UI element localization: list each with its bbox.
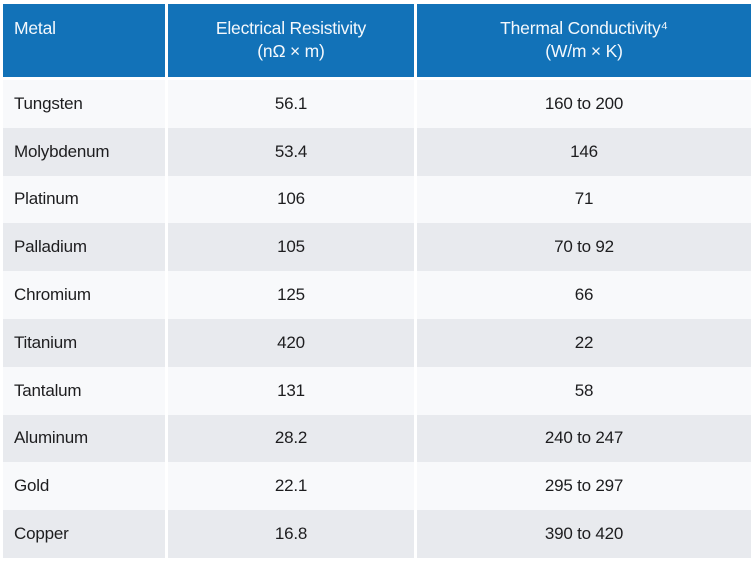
table-header-row: Metal Electrical Resistivity (nΩ × m) Th…: [3, 4, 751, 77]
metal-cell: Gold: [3, 462, 165, 511]
resistivity-cell: 420: [168, 318, 414, 367]
column-header-electrical-resistivity: Electrical Resistivity (nΩ × m): [168, 4, 414, 77]
conductivity-cell: 295 to 297: [417, 462, 751, 511]
table-row: Tungsten 56.1 160 to 200: [3, 80, 751, 128]
column-header-resistivity-unit: (nΩ × m): [257, 41, 325, 61]
resistivity-cell: 16.8: [168, 510, 414, 558]
metal-cell: Palladium: [3, 223, 165, 272]
resistivity-cell: 131: [168, 366, 414, 415]
table-row: Molybdenum 53.4 146: [3, 127, 751, 176]
metal-cell: Titanium: [3, 318, 165, 367]
resistivity-cell: 106: [168, 175, 414, 224]
conductivity-cell: 71: [417, 175, 751, 224]
conductivity-cell: 58: [417, 366, 751, 415]
table-row: Gold 22.1 295 to 297: [3, 462, 751, 511]
metal-cell: Platinum: [3, 175, 165, 224]
conductivity-cell: 390 to 420: [417, 510, 751, 558]
column-header-metal: Metal: [3, 4, 165, 77]
metal-cell: Aluminum: [3, 414, 165, 463]
metal-cell: Tantalum: [3, 366, 165, 415]
conductivity-cell: 70 to 92: [417, 223, 751, 272]
column-header-resistivity-label: Electrical Resistivity: [215, 18, 367, 38]
table-row: Copper 16.8 390 to 420: [3, 510, 751, 558]
table-row: Palladium 105 70 to 92: [3, 223, 751, 272]
table-row: Aluminum 28.2 240 to 247: [3, 414, 751, 463]
metal-cell: Molybdenum: [3, 127, 165, 176]
resistivity-cell: 125: [168, 271, 414, 319]
table-row: Chromium 125 66: [3, 271, 751, 319]
conductivity-cell: 66: [417, 271, 751, 319]
conductivity-cell: 146: [417, 127, 751, 176]
table-row: Tantalum 131 58: [3, 366, 751, 415]
resistivity-cell: 28.2: [168, 414, 414, 463]
column-header-metal-label: Metal: [14, 18, 56, 38]
metal-cell: Copper: [3, 510, 165, 558]
conductivity-cell: 160 to 200: [417, 80, 751, 128]
resistivity-cell: 53.4: [168, 127, 414, 176]
metal-cell: Chromium: [3, 271, 165, 319]
conductivity-cell: 22: [417, 318, 751, 367]
column-header-conductivity-label: Thermal Conductivity⁴: [500, 18, 668, 38]
conductivity-cell: 240 to 247: [417, 414, 751, 463]
table-row: Titanium 420 22: [3, 318, 751, 367]
resistivity-cell: 56.1: [168, 80, 414, 128]
resistivity-cell: 22.1: [168, 462, 414, 511]
table-row: Platinum 106 71: [3, 175, 751, 224]
column-header-thermal-conductivity: Thermal Conductivity⁴ (W/m × K): [417, 4, 751, 77]
metal-cell: Tungsten: [3, 80, 165, 128]
column-header-conductivity-unit: (W/m × K): [545, 41, 623, 61]
resistivity-cell: 105: [168, 223, 414, 272]
